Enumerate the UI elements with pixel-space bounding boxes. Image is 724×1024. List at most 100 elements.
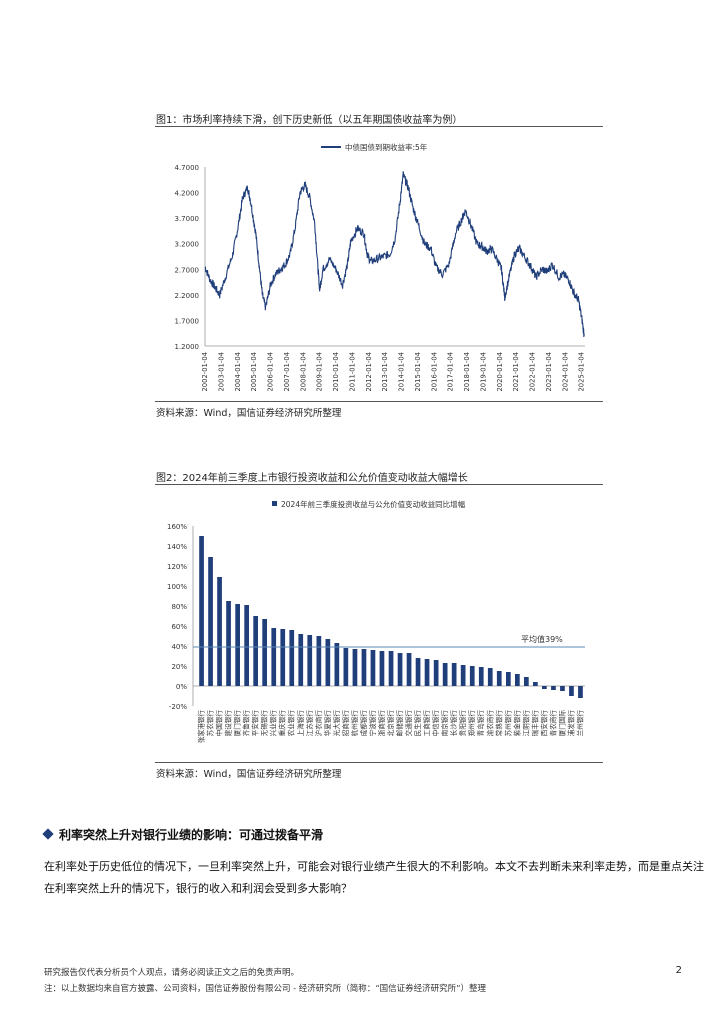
x-tick-label: 中国银行 [215, 710, 224, 737]
bar [208, 557, 213, 686]
section-heading: 利率突然上升对银行业绩的影响：可通过拨备平滑 [42, 826, 324, 843]
x-tick-label: 中信银行 [431, 710, 440, 737]
yield-series-line [204, 171, 585, 338]
x-tick-label: 长沙银行 [449, 710, 458, 737]
y-tick-label: 20% [171, 663, 187, 671]
bar [217, 577, 222, 686]
x-tick-label: 无锡银行 [260, 710, 269, 737]
x-tick-label: 2016-01-04 [430, 352, 438, 392]
x-tick-label: 2012-01-04 [365, 352, 373, 392]
x-tick-label: 青农商行 [548, 710, 557, 737]
figure2-top-rule [155, 484, 603, 485]
bar [316, 636, 322, 686]
average-label: 平均值39% [521, 634, 563, 644]
diamond-bullet-icon [42, 828, 54, 840]
bar [352, 649, 358, 686]
bar [551, 686, 556, 690]
figure1-title: 图1：市场利率持续下滑，创下历史新低（以五年期国债收益率为例） [156, 115, 463, 126]
x-tick-label: 2005-01-04 [250, 352, 258, 392]
y-tick-label: 60% [171, 623, 187, 631]
bar [533, 682, 538, 686]
bar [343, 648, 349, 686]
x-tick-label: 浦发银行 [566, 710, 575, 737]
x-tick-label: 2015-01-04 [414, 352, 422, 392]
bar [424, 659, 430, 686]
x-tick-label: 2002-01-04 [201, 352, 209, 392]
y-tick-label: 1.2000 [175, 343, 200, 351]
x-tick-label: 2003-01-04 [217, 352, 225, 392]
bar [298, 634, 304, 686]
bar [307, 635, 313, 686]
bar [451, 663, 457, 686]
x-tick-label: 建设银行 [224, 710, 233, 737]
x-tick-label: 成都银行 [359, 710, 368, 737]
x-tick-label: 2022-01-04 [529, 352, 537, 392]
x-tick-label: 张家港银行 [197, 710, 206, 743]
x-tick-label: 交通银行 [404, 710, 413, 737]
footer-disclaimer: 研究报告仅代表分析员个人观点，请务必阅读正文之后的免责声明。 [44, 968, 300, 978]
figure1-bottom-rule [155, 401, 603, 402]
x-tick-label: 厦门国际 [557, 710, 566, 737]
x-tick-label: 渝农商行 [485, 710, 494, 737]
x-tick-label: 贵阳银行 [458, 710, 467, 737]
x-tick-label: 2018-01-04 [463, 352, 471, 392]
x-tick-label: 2019-01-04 [479, 352, 487, 392]
x-tick-label: 招商银行 [341, 710, 350, 737]
bar [406, 653, 412, 686]
bar [524, 677, 529, 686]
y-tick-label: 80% [171, 603, 187, 611]
y-tick-label: 1.7000 [175, 317, 200, 325]
x-tick-label: 齐鲁银行 [242, 710, 251, 737]
x-tick-label: 杭州银行 [350, 710, 359, 737]
figure1-source: 资料来源：Wind，国信证券经济研究所整理 [156, 408, 342, 419]
bar [289, 630, 295, 686]
y-tick-label: 2.2000 [175, 292, 200, 300]
x-tick-label: 2024-01-04 [561, 352, 569, 392]
bar [506, 672, 511, 686]
x-tick-label: 紫金银行 [512, 710, 521, 737]
x-tick-label: 2014-01-04 [398, 352, 406, 392]
y-tick-label: 120% [167, 563, 187, 571]
footer-note: 注：以上数据均来自官方披露、公司资料，国信证券股份有限公司 - 经济研究所（简称… [44, 984, 486, 994]
x-tick-label: 2009-01-04 [316, 352, 324, 392]
y-tick-label: 3.7000 [175, 215, 200, 223]
y-tick-label: 4.2000 [175, 190, 200, 198]
x-tick-label: 2013-01-04 [381, 352, 389, 392]
x-tick-label: 2010-01-04 [332, 352, 340, 392]
x-tick-label: 平安银行 [251, 710, 260, 737]
x-tick-label: 2020-01-04 [496, 352, 504, 392]
x-tick-label: 2021-01-04 [512, 352, 520, 392]
figure1-top-rule [155, 126, 603, 127]
x-tick-label: 2011-01-04 [348, 352, 356, 392]
x-tick-label: 2007-01-04 [283, 352, 291, 392]
yield-line-chart: 中债国债到期收益率:5年 4.7000 4.2000 3.7000 3.2000 2.70… [175, 142, 586, 392]
y-tick-label: -20% [169, 703, 187, 711]
bank-income-bar-chart: 2024年前三季度投资收益与公允价值变动收益同比增幅 160% 140% 120% 10… [167, 499, 585, 743]
bar [262, 619, 267, 686]
x-tick-label: 郑州银行 [467, 710, 476, 737]
bar [226, 601, 231, 686]
bar [334, 643, 340, 686]
x-tick-label: 邮储银行 [395, 710, 404, 737]
bar [280, 629, 286, 686]
x-tick-label: 苏农银行 [206, 710, 215, 737]
x-tick-label: 苏州银行 [503, 710, 512, 737]
bar [379, 651, 385, 686]
x-tick-label: 2017-01-04 [447, 352, 455, 392]
section-heading-text: 利率突然上升对银行业绩的影响：可通过拨备平滑 [59, 828, 324, 842]
bar [469, 666, 475, 686]
bar [370, 650, 376, 686]
bar [199, 536, 204, 686]
x-tick-label: 重庆银行 [278, 710, 287, 737]
y-tick-label: 2.7000 [175, 266, 200, 274]
bar [487, 668, 493, 686]
bar [560, 686, 565, 691]
bar [496, 671, 502, 686]
x-tick-label: 南京银行 [440, 710, 449, 737]
x-tick-label: 浙商银行 [377, 710, 386, 737]
x-tick-label: 沪农商行 [314, 710, 323, 737]
x-tick-label: 兰州银行 [575, 710, 584, 737]
bar [442, 663, 448, 686]
legend-label: 2024年前三季度投资收益与公允价值变动收益同比增幅 [281, 499, 466, 509]
x-tick-label: 常熟银行 [494, 710, 503, 737]
